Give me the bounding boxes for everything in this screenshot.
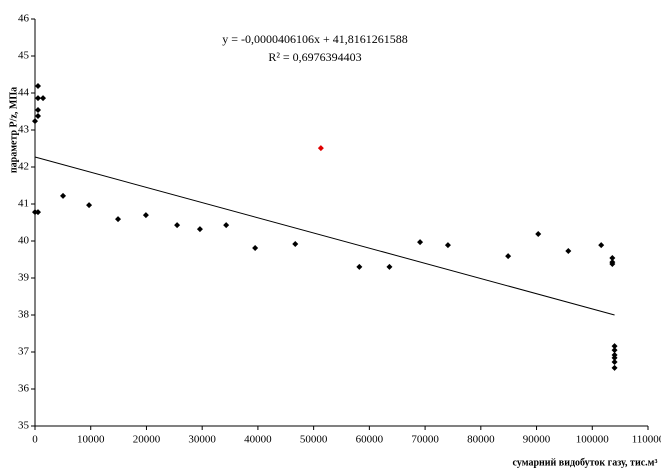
- point: [356, 263, 363, 270]
- x-axis-label: сумарний видобуток газу, тис.м³: [513, 457, 658, 468]
- x-tick-label: 80000: [467, 434, 495, 446]
- point: [32, 118, 38, 125]
- y-tick-label: 44: [18, 87, 30, 99]
- point: [35, 82, 42, 89]
- equation: y = -0,0000406106x + 41,8161261588: [222, 32, 408, 46]
- x-tick-label: 50000: [300, 434, 328, 446]
- point: [35, 209, 42, 216]
- point: [598, 242, 605, 249]
- point: [609, 255, 616, 262]
- y-tick-label: 43: [18, 124, 30, 136]
- point: [32, 209, 38, 216]
- r-squared: R² = 0,6976394403: [268, 50, 361, 64]
- x-tick-label: 60000: [356, 434, 384, 446]
- y-tick-label: 38: [18, 309, 30, 321]
- y-tick-label: 46: [18, 13, 30, 25]
- x-tick-label: 20000: [133, 434, 161, 446]
- y-tick-label: 35: [18, 420, 30, 432]
- point: [223, 222, 230, 229]
- x-tick-label: 0: [32, 434, 38, 446]
- x-tick-label: 30000: [188, 434, 216, 446]
- point: [174, 222, 181, 229]
- point: [417, 239, 424, 246]
- point: [535, 230, 542, 237]
- y-tick-label: 41: [18, 198, 29, 210]
- point: [142, 212, 149, 219]
- point: [611, 354, 618, 361]
- point: [35, 95, 42, 102]
- point: [60, 192, 67, 199]
- point: [196, 226, 203, 233]
- y-axis-label: параметр P/z, МПа: [8, 87, 19, 173]
- point: [444, 242, 451, 249]
- y-tick-label: 45: [18, 50, 30, 62]
- point: [86, 202, 93, 209]
- y-tick-label: 37: [18, 346, 30, 358]
- x-tick-label: 70000: [411, 434, 439, 446]
- point: [565, 247, 572, 254]
- point: [35, 112, 42, 119]
- x-tick-label: 90000: [523, 434, 551, 446]
- point: [115, 216, 122, 223]
- point: [317, 145, 324, 152]
- point: [252, 245, 259, 252]
- point: [386, 263, 393, 270]
- point: [611, 347, 618, 354]
- point: [40, 95, 47, 102]
- y-tick-label: 39: [18, 272, 30, 284]
- x-tick-label: 100000: [576, 434, 610, 446]
- point: [609, 260, 616, 267]
- x-tick-label: 40000: [244, 434, 272, 446]
- point: [292, 240, 299, 247]
- x-tick-label: 10000: [77, 434, 105, 446]
- x-tick-label: 110000: [632, 434, 661, 446]
- point: [611, 364, 618, 371]
- point: [505, 253, 512, 260]
- point: [35, 107, 42, 114]
- point: [611, 343, 618, 350]
- y-tick-label: 42: [18, 161, 29, 173]
- y-tick-label: 40: [18, 235, 30, 247]
- y-tick-label: 36: [18, 383, 30, 395]
- trendline: [34, 156, 615, 316]
- point: [611, 358, 618, 365]
